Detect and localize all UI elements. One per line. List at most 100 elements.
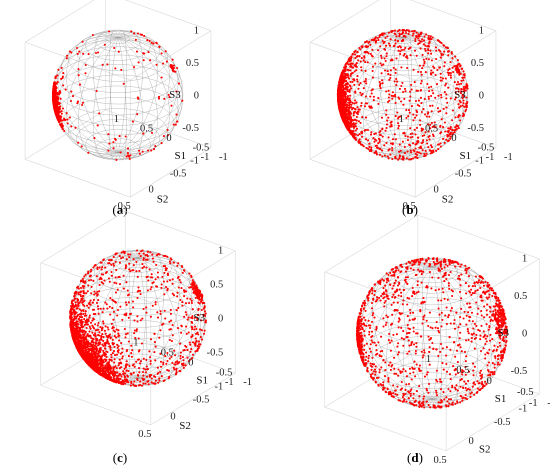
data-point (156, 316, 160, 319)
data-point (185, 313, 188, 316)
data-point (120, 251, 123, 254)
box-edge (24, 109, 106, 160)
data-point (83, 349, 87, 352)
data-point (356, 54, 359, 58)
data-point (368, 105, 371, 108)
data-point (412, 113, 415, 116)
data-point (391, 97, 394, 100)
data-point (169, 312, 172, 315)
data-point (445, 138, 448, 141)
data-point (159, 370, 162, 373)
data-point (391, 138, 395, 141)
data-point (350, 64, 353, 68)
data-point (112, 342, 116, 345)
data-point (170, 66, 173, 69)
data-point (398, 150, 401, 153)
data-point (344, 99, 347, 102)
data-point (357, 108, 360, 111)
z-tick-label: -1 (190, 156, 199, 167)
data-point (398, 143, 401, 146)
data-point (173, 363, 176, 366)
data-point (383, 57, 386, 60)
z-axis-label: S3 (169, 89, 181, 101)
data-point (425, 139, 428, 142)
data-point (81, 40, 84, 43)
data-point (395, 35, 398, 38)
data-point (142, 252, 145, 255)
data-point (394, 115, 397, 118)
data-point (106, 307, 109, 310)
data-point (204, 314, 207, 318)
data-point (113, 374, 116, 377)
data-point (66, 54, 69, 57)
data-point (74, 126, 77, 129)
data-point (136, 96, 139, 99)
data-point (113, 345, 116, 349)
data-point (102, 349, 105, 352)
data-point (345, 125, 348, 128)
data-point (76, 323, 79, 326)
data-point (425, 115, 428, 118)
data-point (378, 80, 381, 84)
data-point (107, 335, 111, 338)
data-point (430, 85, 433, 88)
data-point (100, 268, 103, 271)
data-point (419, 152, 422, 155)
data-point (120, 375, 123, 378)
data-point (457, 127, 460, 130)
data-point (337, 100, 340, 103)
data-point (82, 294, 85, 297)
data-point (113, 281, 116, 284)
data-point (162, 62, 165, 65)
data-point (53, 103, 56, 106)
data-point (374, 132, 377, 135)
data-point (390, 125, 393, 128)
data-point (425, 33, 428, 36)
data-point (353, 110, 356, 114)
data-point (393, 93, 397, 96)
data-point (435, 83, 439, 86)
data-point (388, 78, 391, 81)
data-point (362, 59, 365, 62)
data-point (429, 144, 433, 147)
data-point (101, 373, 104, 376)
data-point (106, 377, 110, 381)
data-point (113, 300, 117, 303)
data-point (198, 298, 201, 301)
data-point (96, 324, 99, 327)
data-point (120, 342, 123, 345)
data-point (352, 122, 355, 125)
data-point (179, 370, 182, 373)
data-point (100, 370, 103, 373)
data-point (365, 147, 368, 150)
data-point (60, 112, 63, 115)
box-edge (415, 147, 497, 198)
data-point (443, 50, 446, 53)
data-point (73, 318, 76, 321)
data-point (381, 79, 384, 82)
y-tick-label: -1 (201, 152, 210, 163)
data-point (149, 362, 152, 365)
data-point (436, 39, 439, 42)
data-point (392, 45, 396, 48)
data-point (180, 331, 183, 334)
data-point (391, 143, 394, 146)
data-point (79, 326, 82, 329)
data-point (391, 146, 394, 150)
data-point (433, 121, 436, 124)
data-point (187, 331, 190, 334)
data-point (121, 347, 124, 350)
data-point (377, 102, 380, 105)
data-point (416, 157, 419, 160)
data-point (342, 104, 345, 107)
data-point (424, 113, 427, 116)
data-point (183, 269, 186, 272)
data-point (141, 370, 145, 374)
data-point (166, 128, 169, 131)
data-point (377, 97, 380, 100)
data-point (168, 320, 171, 323)
data-point (177, 286, 180, 289)
data-point (427, 146, 430, 149)
data-point (405, 157, 408, 160)
data-point (373, 138, 377, 141)
